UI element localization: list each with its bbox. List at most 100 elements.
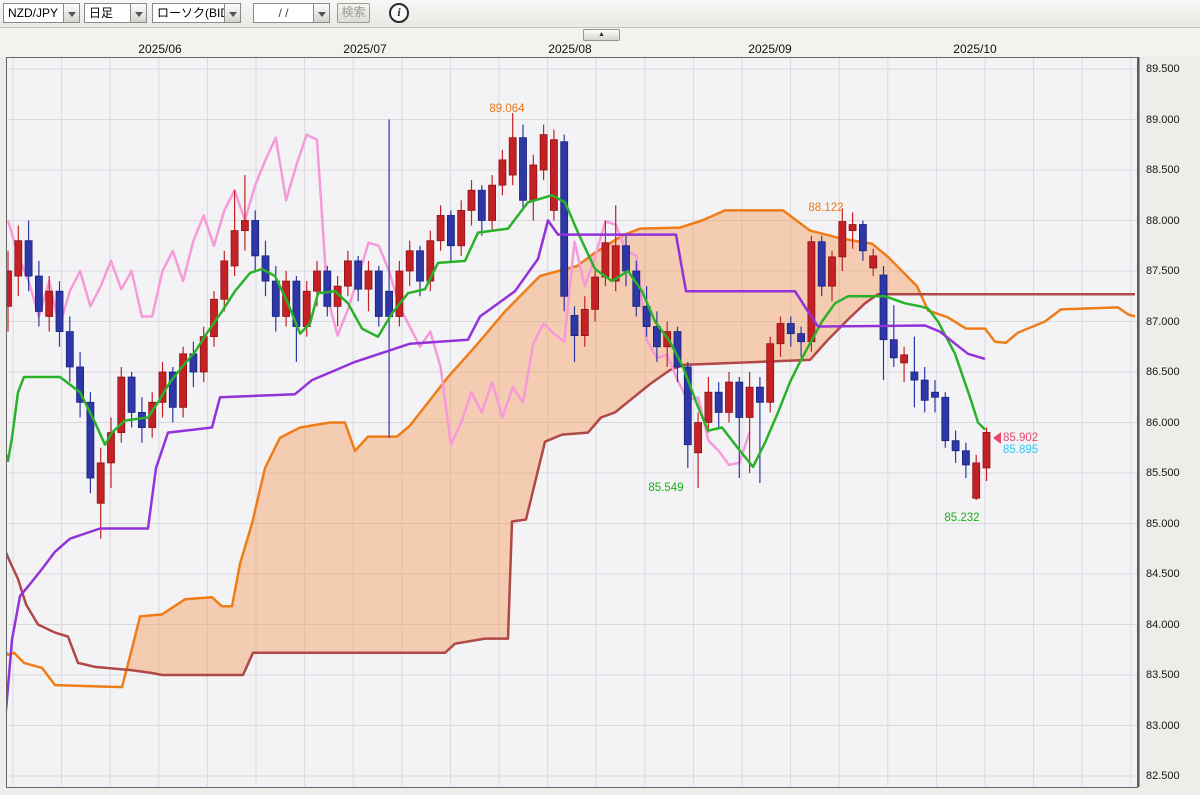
search-button-label: 検索: [341, 5, 366, 19]
candle: [591, 271, 599, 322]
x-axis-month-label: 2025/06: [138, 42, 182, 56]
candle: [395, 260, 404, 327]
candle: [797, 326, 805, 357]
candle: [405, 240, 414, 287]
y-axis-tick-label: 84.500: [1146, 568, 1180, 580]
candle: [786, 316, 795, 347]
candle: [694, 412, 702, 489]
candle: [642, 286, 651, 337]
candle: [982, 427, 991, 482]
price-annotation-swing-high: 89.064: [489, 103, 525, 115]
candle: [653, 311, 661, 362]
chevron-down-icon: [135, 12, 143, 17]
candle: [354, 255, 363, 302]
candle: [467, 180, 476, 226]
candle: [14, 225, 23, 297]
y-axis-tick-label: 88.500: [1146, 164, 1180, 176]
chart-type-dropdown-button[interactable]: [224, 3, 241, 23]
candle: [570, 306, 579, 362]
candle: [756, 377, 764, 484]
x-axis-month-label: 2025/10: [953, 42, 997, 56]
y-axis-tick-label: 87.500: [1146, 265, 1180, 277]
candle: [766, 336, 775, 413]
candle: [879, 265, 888, 381]
y-axis-tick-label: 89.000: [1146, 113, 1180, 126]
info-icon[interactable]: i: [389, 3, 409, 23]
y-axis-tick-label: 83.500: [1146, 669, 1180, 681]
y-axis-tick-label: 84.000: [1146, 618, 1180, 631]
price-annotation-swing-low: 85.549: [648, 482, 683, 494]
candle: [714, 382, 723, 428]
candle: [539, 124, 548, 181]
candle: [838, 208, 847, 271]
candle: [859, 220, 867, 261]
candle: [117, 366, 126, 443]
timeframe-value: 日足: [89, 6, 114, 20]
candle: [168, 366, 177, 423]
timeframe-select[interactable]: 日足: [84, 3, 131, 23]
candle: [446, 210, 455, 261]
x-axis-month-label: 2025/08: [548, 42, 592, 56]
symbol-select[interactable]: NZD/JPY: [3, 3, 64, 23]
triangle-up-icon: ▲: [598, 31, 605, 38]
collapse-toolbar-button[interactable]: ▲: [583, 29, 620, 41]
price-annotation-current-price-2: 85.895: [1003, 444, 1038, 456]
candle: [96, 447, 105, 539]
candle: [498, 149, 507, 196]
x-axis-month-label: 2025/09: [748, 42, 792, 56]
current-price-marker-icon: [993, 432, 1001, 444]
candle: [179, 346, 188, 418]
candle: [869, 248, 878, 277]
candle: [580, 296, 589, 347]
candle: [343, 250, 352, 297]
date-dropdown-button[interactable]: [313, 3, 330, 23]
candle: [65, 316, 74, 383]
candle: [477, 185, 486, 236]
date-input[interactable]: / /: [253, 3, 314, 23]
chevron-down-icon: [68, 12, 76, 17]
chart-type-value: ローソク(BID): [157, 6, 224, 20]
candle: [550, 129, 558, 221]
candle: [745, 372, 754, 473]
candle: [848, 212, 857, 249]
candle: [488, 175, 497, 231]
chart-layers: [7, 58, 1137, 786]
symbol-dropdown-button[interactable]: [63, 3, 80, 23]
tenkan-sen-line: [7, 194, 986, 469]
y-axis-tick-label: 83.000: [1146, 719, 1180, 732]
y-axis-tick-label: 86.000: [1146, 416, 1180, 429]
candle: [817, 235, 826, 297]
candle: [416, 245, 424, 297]
search-button[interactable]: 検索: [337, 3, 370, 23]
candle: [962, 442, 970, 479]
y-axis-tick-label: 85.500: [1146, 467, 1180, 479]
candle: [457, 200, 466, 256]
timeframe-dropdown-button[interactable]: [130, 3, 147, 23]
candle: [230, 190, 239, 277]
candle: [45, 276, 54, 332]
candle: [374, 265, 383, 327]
chart-type-select[interactable]: ローソク(BID): [152, 3, 225, 23]
y-axis-tick-label: 87.000: [1146, 315, 1180, 328]
y-axis-tick-label: 89.500: [1146, 63, 1180, 75]
candle: [704, 377, 713, 433]
candle: [251, 210, 260, 271]
candle: [725, 372, 733, 423]
x-axis-month-label: 2025/07: [343, 42, 387, 56]
ichimoku-cloud: [128, 210, 920, 675]
candle: [508, 113, 517, 186]
symbol-value: NZD/JPY: [8, 6, 59, 20]
candle: [35, 260, 43, 327]
candle: [127, 372, 136, 428]
y-axis-tick-label: 82.500: [1146, 770, 1180, 782]
candle: [611, 205, 620, 292]
price-annotation-swing-low: 85.232: [944, 512, 979, 524]
candle: [364, 260, 373, 312]
candle: [951, 430, 960, 463]
toolbar: NZD/JPY 日足 ローソク(BID) / / 検索 i: [0, 0, 1200, 28]
candle: [436, 205, 445, 251]
senkou-span-b-line: [7, 292, 1135, 677]
candle: [519, 124, 527, 211]
candle: [776, 316, 785, 357]
